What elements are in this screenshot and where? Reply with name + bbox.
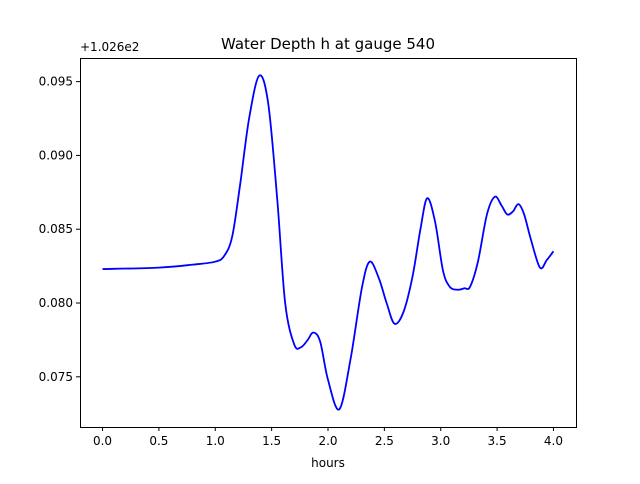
x-tick-label: 2.0 (318, 434, 337, 448)
x-tick-label: 4.0 (544, 434, 563, 448)
y-ticks: 0.075 0.080 0.085 0.090 0.095 (39, 75, 80, 384)
x-axis-label: hours (311, 456, 345, 470)
y-tick-label: 0.090 (39, 148, 73, 162)
y-tick-label: 0.080 (39, 296, 73, 310)
x-tick-label: 1.5 (262, 434, 281, 448)
x-tick-label: 0.0 (93, 434, 112, 448)
series-group (102, 74, 555, 411)
y-tick-label: 0.095 (39, 75, 73, 89)
x-tick-label: 2.5 (375, 434, 394, 448)
x-tick-label: 0.5 (149, 434, 168, 448)
series-line-h (102, 74, 555, 411)
x-tick-label: 3.0 (431, 434, 450, 448)
y-tick-label: 0.085 (39, 222, 73, 236)
y-tick-label: 0.075 (39, 370, 73, 384)
y-offset-label: +1.026e2 (80, 40, 139, 54)
x-ticks: 0.0 0.5 1.0 1.5 2.0 2.5 3.0 3.5 4.0 (93, 427, 563, 448)
x-tick-label: 3.5 (488, 434, 507, 448)
chart-title: Water Depth h at gauge 540 (221, 35, 435, 53)
plot-frame (80, 58, 577, 428)
x-tick-label: 1.0 (206, 434, 225, 448)
